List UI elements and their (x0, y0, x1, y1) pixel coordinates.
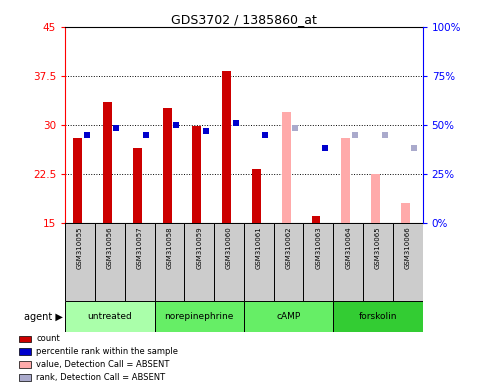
Bar (393, 223, 423, 301)
Bar (133, 148, 142, 223)
Text: GSM310064: GSM310064 (345, 227, 351, 269)
Bar (19, 374, 30, 381)
Text: forskolin: forskolin (359, 312, 397, 321)
Text: GSM310066: GSM310066 (405, 227, 411, 270)
Text: agent ▶: agent ▶ (24, 312, 63, 322)
Bar (244, 223, 274, 301)
Text: norepinephrine: norepinephrine (165, 312, 234, 321)
Bar (19, 361, 30, 367)
Bar (155, 223, 185, 301)
Text: GSM310060: GSM310060 (226, 227, 232, 270)
Bar (214, 223, 244, 301)
Bar (252, 169, 261, 223)
Bar (125, 223, 155, 301)
Bar (185, 223, 214, 301)
Bar (341, 138, 350, 223)
Bar (274, 223, 303, 301)
Text: untreated: untreated (87, 312, 132, 321)
Text: value, Detection Call = ABSENT: value, Detection Call = ABSENT (36, 360, 170, 369)
Bar (103, 102, 112, 223)
Bar (282, 112, 291, 223)
Text: GSM310063: GSM310063 (315, 227, 321, 270)
Bar (19, 349, 30, 355)
Bar (303, 223, 333, 301)
Bar (95, 223, 125, 301)
Bar (312, 216, 320, 223)
Bar (65, 223, 95, 301)
Bar (192, 126, 201, 223)
Text: GSM310065: GSM310065 (375, 227, 381, 269)
Text: GSM310059: GSM310059 (196, 227, 202, 269)
Text: cAMP: cAMP (276, 312, 301, 321)
Bar (244, 301, 333, 332)
Text: GSM310057: GSM310057 (137, 227, 142, 269)
Bar (401, 203, 410, 223)
Bar (163, 109, 171, 223)
Text: percentile rank within the sample: percentile rank within the sample (36, 347, 178, 356)
Bar (19, 336, 30, 342)
Bar (333, 301, 423, 332)
Text: rank, Detection Call = ABSENT: rank, Detection Call = ABSENT (36, 373, 166, 382)
Text: GSM310061: GSM310061 (256, 227, 262, 270)
Bar (155, 301, 244, 332)
Bar (222, 71, 231, 223)
Text: GSM310062: GSM310062 (285, 227, 292, 269)
Text: GSM310056: GSM310056 (107, 227, 113, 269)
Bar (333, 223, 363, 301)
Bar (65, 301, 155, 332)
Text: GSM310055: GSM310055 (77, 227, 83, 269)
Text: GSM310058: GSM310058 (167, 227, 172, 269)
Text: count: count (36, 334, 60, 343)
Title: GDS3702 / 1385860_at: GDS3702 / 1385860_at (171, 13, 317, 26)
Bar (371, 174, 380, 223)
Bar (363, 223, 393, 301)
Bar (73, 138, 82, 223)
